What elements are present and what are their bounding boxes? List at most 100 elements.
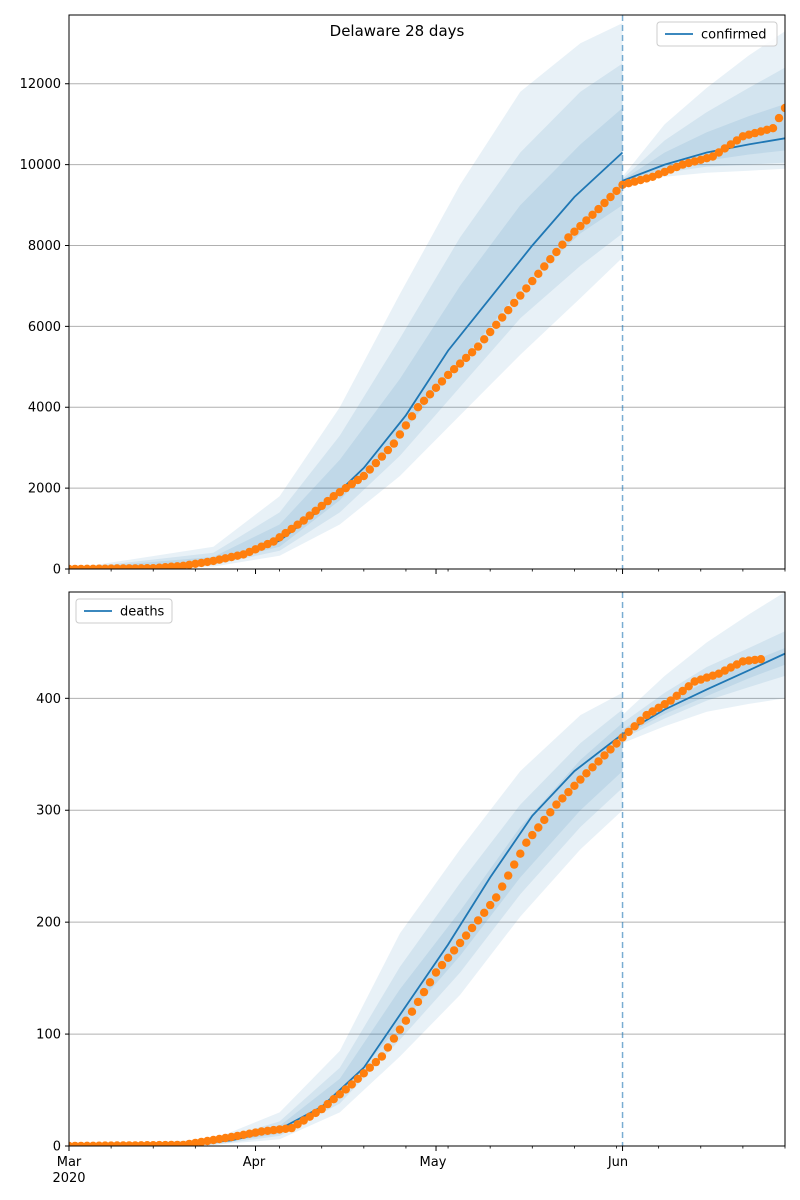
observed-point <box>516 849 525 858</box>
observed-point <box>413 403 423 412</box>
observed-point <box>425 978 435 987</box>
observed-point <box>492 893 501 902</box>
observed-point <box>341 483 350 493</box>
observed-point <box>401 421 411 430</box>
observed-point <box>473 342 483 351</box>
observed-point <box>473 916 483 925</box>
observed-point <box>431 968 441 977</box>
observed-point <box>455 938 465 948</box>
observed-point <box>401 1016 411 1025</box>
observed-point <box>323 1099 332 1109</box>
y-tick-label: 6000 <box>28 320 61 335</box>
observed-point <box>654 703 663 712</box>
observed-point <box>576 775 585 784</box>
forecast-band-2 <box>622 648 785 737</box>
confirmed-panel: 0 2000 4000 6000 8000 10000 12000 confirmed <box>20 14 786 578</box>
observed-point <box>552 800 561 809</box>
observed-point <box>407 412 417 421</box>
forecast-line <box>622 652 785 735</box>
observed-point <box>510 298 519 308</box>
observed-point <box>714 148 723 157</box>
observed-point <box>522 284 531 293</box>
model-band-1 <box>69 709 623 1146</box>
observed-point <box>443 370 453 380</box>
observed-point <box>570 781 579 790</box>
observed-point <box>281 528 290 538</box>
observed-point <box>720 144 729 153</box>
y-tick-label: 8000 <box>28 239 61 254</box>
observed-point <box>594 204 603 214</box>
legend-label: deaths <box>120 605 165 620</box>
legend: deaths <box>75 598 173 624</box>
observed-point <box>678 686 687 696</box>
y-tick-label: 10000 <box>20 158 61 173</box>
forecast-band-2 <box>622 104 785 182</box>
observed-point <box>636 716 645 725</box>
model-band-0 <box>69 23 623 569</box>
observed-point <box>431 383 441 392</box>
axes-frame <box>68 591 786 1147</box>
observed-point <box>630 722 639 731</box>
observed-point <box>359 1069 368 1078</box>
observed-point <box>305 1112 314 1121</box>
observed-point <box>648 707 657 716</box>
observed-point <box>353 475 362 485</box>
observed-point <box>522 838 531 847</box>
observed-point <box>528 276 537 286</box>
y-tick-label: 400 <box>36 692 61 707</box>
observed-point <box>305 511 314 520</box>
observed-point <box>389 1034 399 1043</box>
observed-point <box>257 1127 266 1136</box>
observed-point <box>546 808 555 817</box>
observed-point <box>299 516 308 525</box>
observed-point <box>335 488 344 497</box>
observed-point <box>419 396 429 405</box>
model-band-2 <box>69 108 623 569</box>
observed-point <box>329 1095 338 1104</box>
observed-point <box>504 306 513 315</box>
x-tick-label-mar: Mar <box>57 1155 82 1170</box>
observed-point <box>287 524 296 534</box>
observed-point <box>576 221 585 231</box>
observed-point <box>275 533 284 542</box>
figure-title: Delaware 28 days <box>330 22 465 40</box>
observed-point <box>528 830 537 840</box>
observed-point <box>437 960 447 970</box>
legend-box <box>75 598 173 624</box>
observed-point <box>564 787 573 797</box>
y-tick-label: 2000 <box>28 482 61 497</box>
legend: confirmed <box>656 21 778 47</box>
y-tick-label: 300 <box>36 804 61 819</box>
legend-box <box>656 21 778 47</box>
observed-point <box>443 953 453 962</box>
x-tick-label-may: May <box>420 1155 447 1170</box>
observed-point <box>594 757 603 766</box>
observed-point <box>389 439 399 448</box>
observed-point <box>419 987 429 997</box>
observed-point <box>299 1116 308 1125</box>
observed-point <box>732 136 742 145</box>
observed-point <box>425 390 435 399</box>
observed-point <box>486 327 495 337</box>
observed-point <box>371 458 381 468</box>
observed-point <box>287 1123 296 1133</box>
observed-point <box>365 465 374 474</box>
observed-point <box>588 763 597 772</box>
observed-point <box>407 1007 417 1016</box>
observed-point <box>353 1074 362 1084</box>
observed-point <box>486 900 495 910</box>
observed-point <box>377 452 387 461</box>
observed-point <box>552 247 561 257</box>
observed-point <box>365 1063 374 1072</box>
observed-point <box>437 377 447 386</box>
observed-point <box>708 152 717 161</box>
observed-point <box>449 946 459 955</box>
observed-point <box>383 445 393 455</box>
observed-point <box>534 269 543 278</box>
observed-point <box>558 794 567 803</box>
observed-point <box>516 291 525 300</box>
plot-area <box>69 23 785 569</box>
observed-point <box>480 335 489 344</box>
observed-point <box>606 192 615 202</box>
